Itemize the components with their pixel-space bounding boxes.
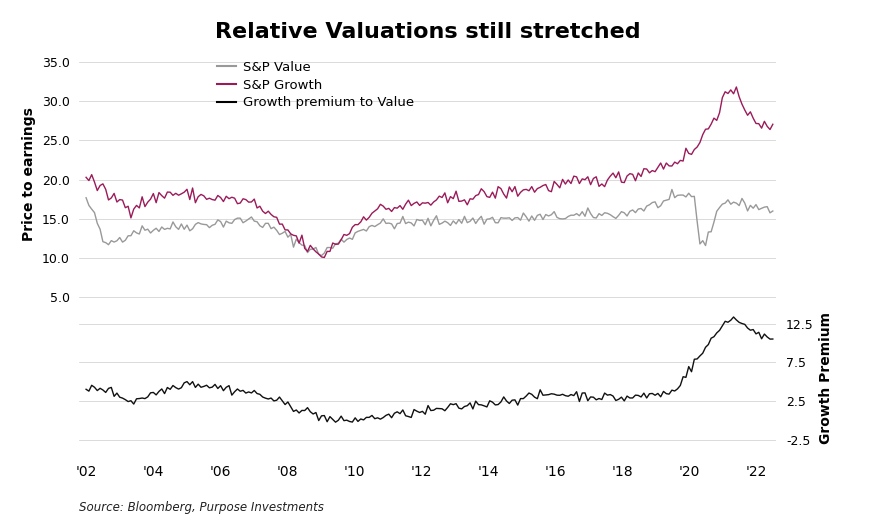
Y-axis label: Growth Premium: Growth Premium [819, 312, 833, 444]
Legend: S&P Value, S&P Growth, Growth premium to Value: S&P Value, S&P Growth, Growth premium to… [212, 56, 420, 114]
Y-axis label: Price to earnings: Price to earnings [22, 107, 36, 240]
Title: Relative Valuations still stretched: Relative Valuations still stretched [215, 22, 640, 42]
Text: Source: Bloomberg, Purpose Investments: Source: Bloomberg, Purpose Investments [79, 501, 325, 514]
